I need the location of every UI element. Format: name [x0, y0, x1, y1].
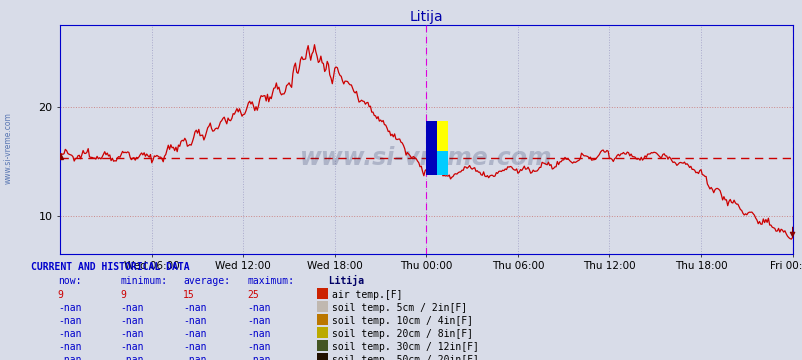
Text: -nan: -nan: [58, 329, 81, 339]
Text: 15: 15: [183, 290, 195, 300]
Text: -nan: -nan: [183, 329, 206, 339]
Text: -nan: -nan: [247, 355, 270, 360]
Title: Litija: Litija: [409, 10, 443, 24]
Text: Litija: Litija: [317, 275, 364, 287]
Text: -nan: -nan: [247, 316, 270, 326]
Bar: [432, 152, 448, 175]
Text: -nan: -nan: [247, 329, 270, 339]
Text: 9: 9: [120, 290, 126, 300]
Text: air temp.[F]: air temp.[F]: [331, 290, 402, 300]
Text: soil temp. 5cm / 2in[F]: soil temp. 5cm / 2in[F]: [331, 303, 466, 313]
Text: -nan: -nan: [183, 303, 206, 313]
Text: -nan: -nan: [58, 303, 81, 313]
Text: -nan: -nan: [247, 303, 270, 313]
Text: -nan: -nan: [183, 342, 206, 352]
Text: www.si-vreme.com: www.si-vreme.com: [3, 112, 13, 184]
Text: minimum:: minimum:: [120, 276, 168, 287]
Text: average:: average:: [183, 276, 230, 287]
Text: -nan: -nan: [247, 342, 270, 352]
Text: -nan: -nan: [120, 303, 144, 313]
Text: soil temp. 20cm / 8in[F]: soil temp. 20cm / 8in[F]: [331, 329, 472, 339]
Bar: [432, 121, 448, 154]
Text: soil temp. 30cm / 12in[F]: soil temp. 30cm / 12in[F]: [331, 342, 478, 352]
Text: soil temp. 10cm / 4in[F]: soil temp. 10cm / 4in[F]: [331, 316, 472, 326]
Text: -nan: -nan: [120, 355, 144, 360]
Text: CURRENT AND HISTORICAL DATA: CURRENT AND HISTORICAL DATA: [30, 262, 189, 272]
Text: 25: 25: [247, 290, 259, 300]
Text: soil temp. 50cm / 20in[F]: soil temp. 50cm / 20in[F]: [331, 355, 478, 360]
Text: 9: 9: [58, 290, 63, 300]
Text: -nan: -nan: [120, 342, 144, 352]
Text: -nan: -nan: [58, 316, 81, 326]
Text: -nan: -nan: [58, 342, 81, 352]
Text: -nan: -nan: [120, 316, 144, 326]
Text: www.si-vreme.com: www.si-vreme.com: [300, 146, 552, 170]
Text: -nan: -nan: [183, 316, 206, 326]
Bar: [426, 121, 436, 175]
Text: -nan: -nan: [183, 355, 206, 360]
Text: maximum:: maximum:: [247, 276, 294, 287]
Text: -nan: -nan: [58, 355, 81, 360]
Text: now:: now:: [58, 276, 81, 287]
Text: -nan: -nan: [120, 329, 144, 339]
